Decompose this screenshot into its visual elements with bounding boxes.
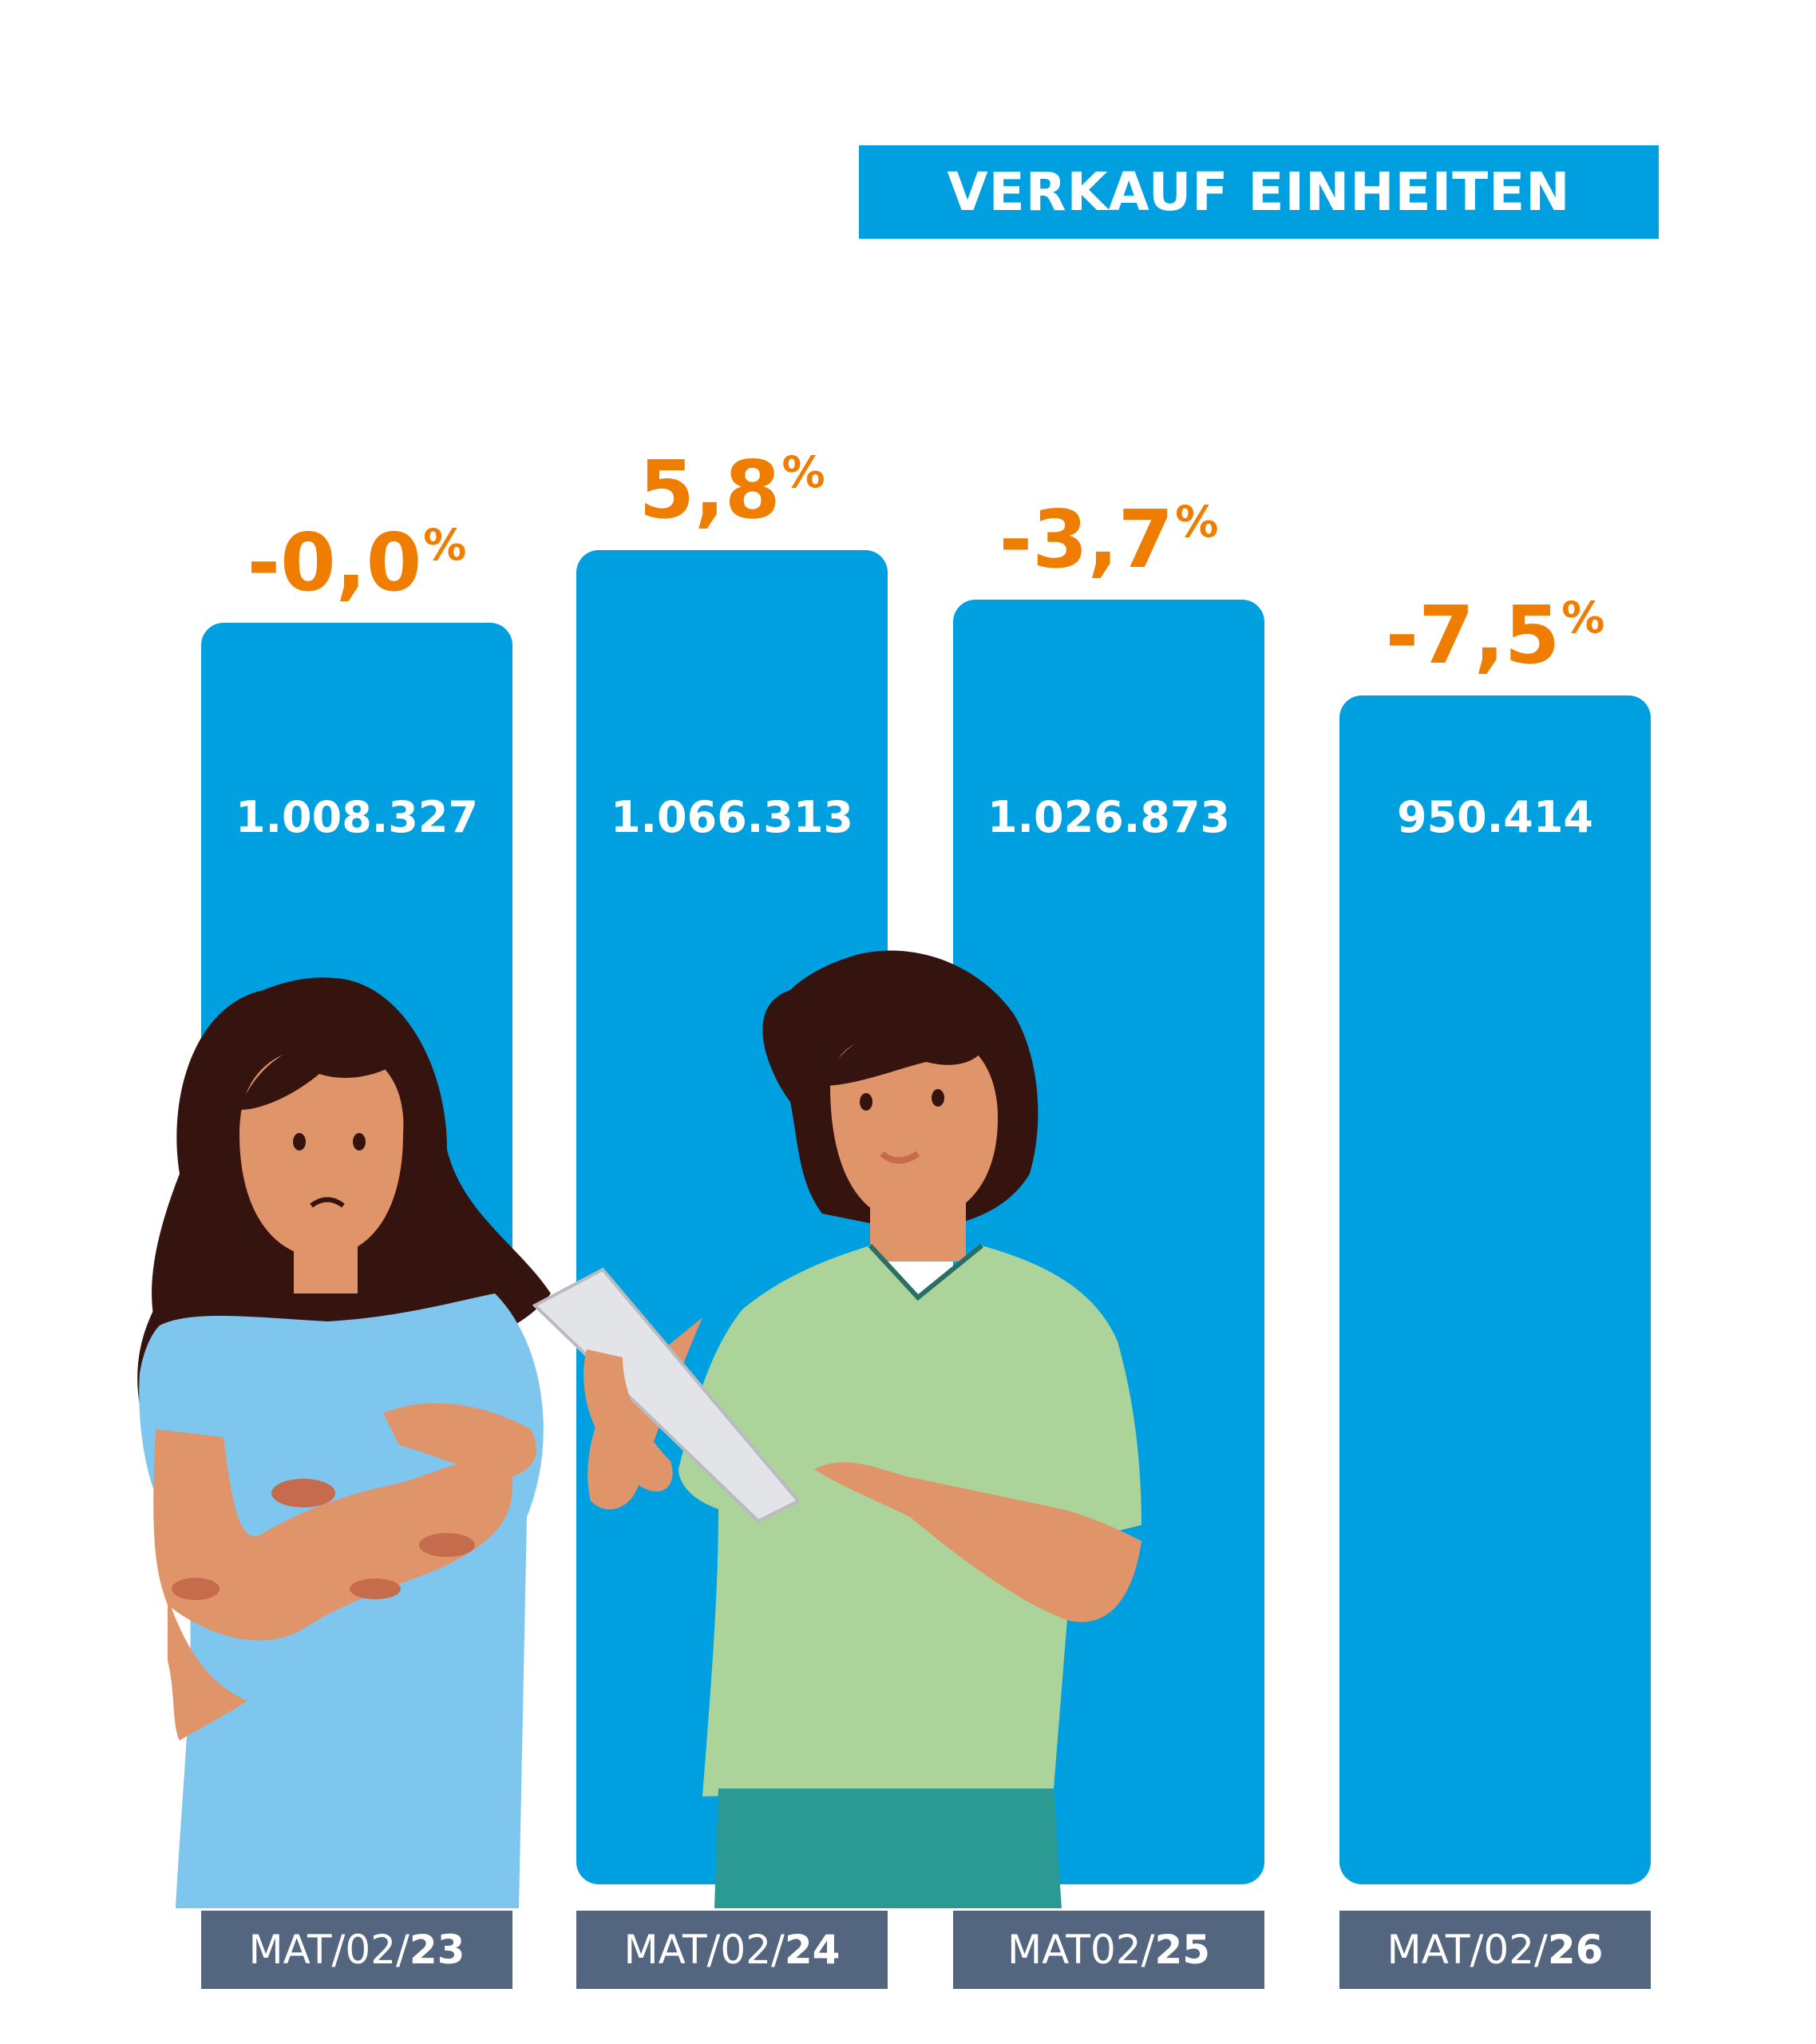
bar-2 [576, 550, 888, 1884]
chart-title: VERKAUF EINHEITEN [947, 161, 1571, 223]
category-year: 23 [409, 1927, 465, 1973]
percent-sign: % [781, 447, 825, 498]
bar-4 [1339, 695, 1651, 1884]
category-prefix: MAT/02/ [1387, 1927, 1548, 1973]
category-year: 25 [1154, 1927, 1211, 1973]
bar-value-label-1: 1.008.327 [235, 792, 479, 842]
percent-change-number: -0,0 [247, 516, 422, 610]
percent-change-label-2: 5,8% [532, 450, 932, 530]
bar-value-label-2: 1.066.313 [610, 792, 854, 842]
category-year: 26 [1547, 1927, 1604, 1973]
percent-sign: % [1175, 497, 1219, 548]
percent-change-number: 5,8 [639, 443, 781, 537]
category-label-4: MAT/02/26 [1339, 1911, 1651, 1989]
bar-value-label-3: 1.026.873 [987, 792, 1231, 842]
percent-sign: % [423, 520, 467, 571]
bar-value-label-4: 950.414 [1397, 792, 1593, 842]
percent-change-number: -3,7 [999, 493, 1174, 587]
category-year: 24 [784, 1927, 841, 1973]
percent-change-label-4: -7,5% [1296, 596, 1695, 675]
percent-change-label-1: -0,0% [157, 523, 556, 603]
category-prefix: MAT02/ [1007, 1927, 1155, 1973]
category-label-1: MAT/02/23 [201, 1911, 512, 1989]
percent-change-label-3: -3,7% [909, 500, 1308, 580]
percent-sign: % [1561, 592, 1605, 644]
category-prefix: MAT/02/ [248, 1927, 409, 1973]
percent-change-number: -7,5 [1385, 588, 1561, 683]
title-box: VERKAUF EINHEITEN [859, 145, 1659, 239]
category-prefix: MAT/02/ [623, 1927, 785, 1973]
category-label-2: MAT/02/24 [576, 1911, 888, 1989]
category-label-3: MAT02/25 [953, 1911, 1264, 1989]
